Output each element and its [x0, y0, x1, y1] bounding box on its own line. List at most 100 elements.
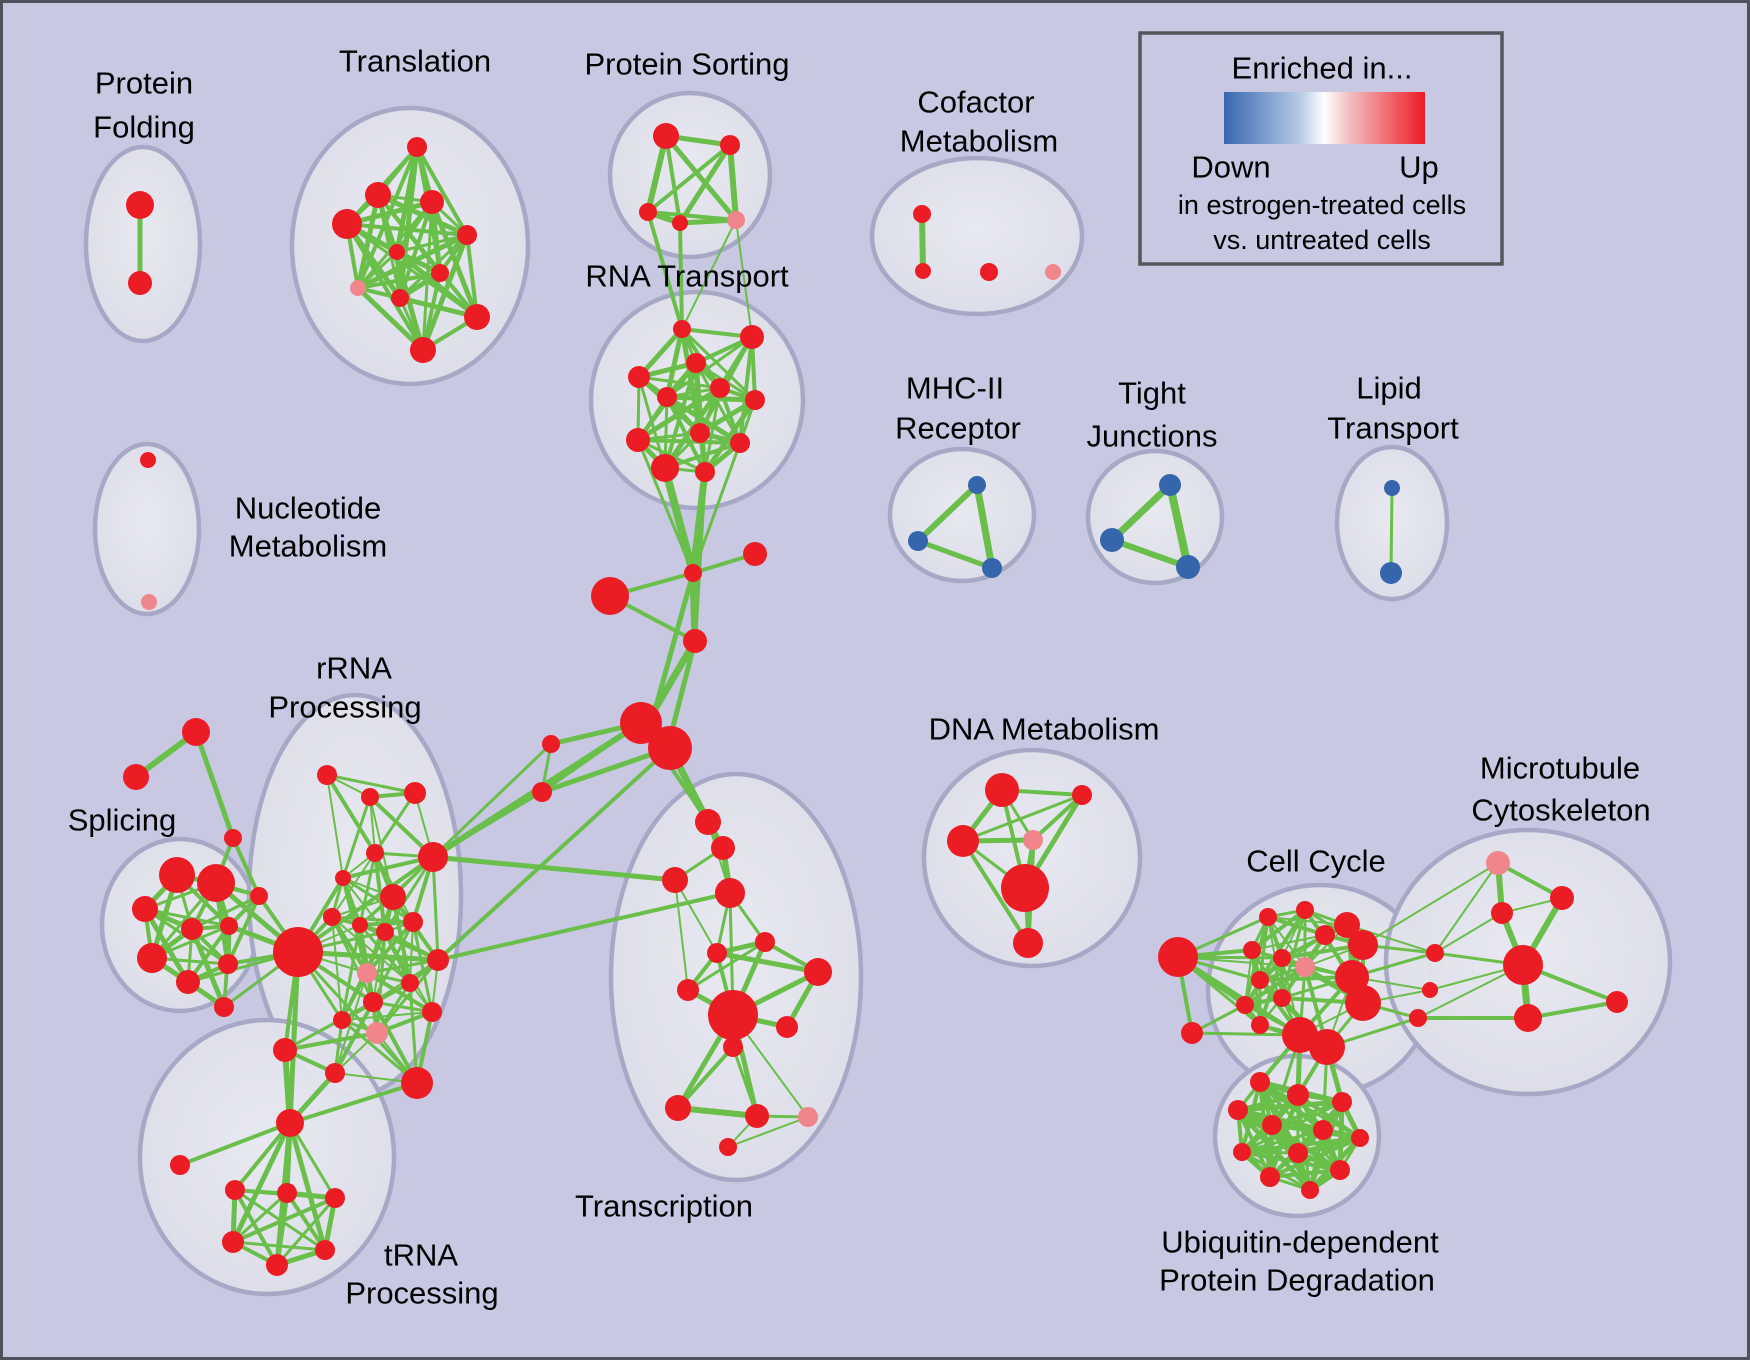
gene-set-node	[132, 896, 158, 922]
gene-set-node	[410, 337, 436, 363]
gene-set-node	[1409, 1009, 1427, 1027]
cluster-label-microtubule-cytoskeleton-line1: Microtubule	[1480, 751, 1640, 786]
gene-set-node	[804, 958, 832, 986]
enrichment-edge	[325, 773, 417, 795]
enrichment-edge	[325, 773, 377, 855]
gene-set-node	[695, 809, 721, 835]
gene-set-node	[651, 454, 679, 482]
gene-set-node	[1334, 912, 1360, 938]
legend-box	[1138, 31, 1504, 266]
gene-set-node	[366, 1022, 388, 1044]
gene-set-node	[1313, 1120, 1333, 1140]
cluster-label-cell-cycle-line1: Cell Cycle	[1246, 844, 1386, 879]
gene-set-node	[222, 1231, 244, 1253]
enrichment-edge	[397, 295, 480, 320]
enrichment-edge	[636, 438, 695, 575]
enrichment-edge	[1389, 486, 1394, 575]
gene-set-node	[182, 718, 210, 746]
gene-set-node	[366, 844, 384, 862]
gene-set-node	[420, 190, 444, 214]
gene-set-node	[325, 1188, 345, 1208]
gene-set-node	[653, 123, 679, 149]
legend-up-label: Up	[1399, 150, 1439, 185]
enrichment-edge	[371, 920, 415, 1004]
gene-set-node	[980, 263, 998, 281]
enrichment-edge	[430, 854, 678, 883]
gene-set-node	[218, 954, 238, 974]
cluster-label-microtubule-cytoskeleton-line2: Cytoskeleton	[1471, 793, 1650, 828]
cluster-label-tight-junctions-line1: Tight	[1118, 376, 1186, 411]
enrichment-edge	[355, 192, 381, 291]
gene-set-node	[913, 205, 931, 223]
enrichment-edge	[539, 745, 673, 795]
enrichment-edge	[358, 851, 377, 927]
gene-set-node	[1296, 901, 1314, 919]
gene-set-node	[1315, 925, 1335, 945]
gene-set-node	[711, 836, 735, 860]
gene-set-node	[126, 191, 154, 219]
enrichment-edge	[961, 793, 1084, 843]
gene-set-node	[141, 594, 157, 610]
enrichment-edge	[431, 855, 440, 962]
enrichment-edge	[231, 836, 261, 898]
gene-set-node	[776, 1016, 798, 1038]
cluster-label-tight-junctions-line2: Junctions	[1087, 419, 1218, 454]
gene-set-node	[677, 979, 699, 1001]
gene-set-node	[1236, 996, 1254, 1014]
cluster-label-protein-folding-line2: Folding	[93, 110, 195, 145]
enrichment-edge	[230, 1120, 293, 1245]
gene-set-node	[968, 476, 986, 494]
gene-set-node	[1273, 949, 1291, 967]
gene-set-node	[1301, 1181, 1319, 1199]
enrichment-edge	[677, 142, 733, 226]
gene-set-node	[1422, 982, 1438, 998]
gene-set-node	[352, 917, 368, 933]
enrichment-edge	[674, 879, 689, 991]
cluster-label-mhc-ii-receptor-line2: Receptor	[895, 411, 1021, 446]
gene-set-node	[690, 423, 710, 443]
gene-set-node	[376, 923, 394, 941]
enrichment-edge	[429, 199, 480, 320]
gene-set-node	[743, 542, 767, 566]
legend-title: Enriched in...	[1232, 51, 1413, 86]
gene-set-node	[695, 462, 715, 482]
gene-set-node	[214, 997, 234, 1017]
labels-layer: Protein Folding Translation Protein Sorting…	[68, 31, 1651, 1311]
gene-set-node	[908, 531, 928, 551]
gene-set-node	[403, 912, 423, 932]
enrichment-edge	[1496, 861, 1564, 900]
enrichment-edge	[296, 950, 419, 1085]
enrichment-edge	[1240, 1128, 1325, 1154]
enrichment-edge	[697, 397, 758, 436]
enrichment-edge	[1031, 793, 1084, 842]
gene-set-node	[1260, 1167, 1280, 1187]
enrichment-edge	[675, 1105, 760, 1119]
enrichment-edge	[661, 464, 697, 577]
cluster-ellipse-tight-junctions	[1085, 448, 1225, 586]
gene-set-node	[250, 887, 268, 905]
gene-set-node	[662, 867, 688, 893]
gene-set-node	[1259, 908, 1277, 926]
enrichment-edge	[1240, 1150, 1342, 1172]
enrichment-edge	[677, 217, 739, 226]
enrichment-edge	[664, 394, 758, 403]
enrichment-edge	[919, 211, 926, 274]
enrichment-edge	[731, 1045, 759, 1118]
gene-set-node	[1486, 851, 1510, 875]
enrichment-edge	[1108, 481, 1174, 544]
enrichment-edge	[735, 219, 753, 338]
gene-set-node	[591, 577, 629, 615]
enrichment-edge	[331, 916, 343, 1021]
cluster-label-rrna-processing-line1: rRNA	[316, 651, 392, 686]
enrichment-edge	[365, 920, 415, 975]
gene-set-node	[684, 564, 702, 582]
gene-set-node	[1023, 830, 1043, 850]
cluster-label-nucleotide-metabolism-line2: Metabolism	[229, 529, 388, 564]
gene-set-node	[1013, 928, 1043, 958]
gene-set-node	[982, 558, 1002, 578]
gene-set-node	[380, 884, 406, 910]
gene-set-node	[1100, 528, 1124, 552]
gene-set-node	[273, 927, 323, 977]
gene-set-node	[1348, 930, 1378, 960]
enrichment-edge	[408, 981, 419, 1085]
